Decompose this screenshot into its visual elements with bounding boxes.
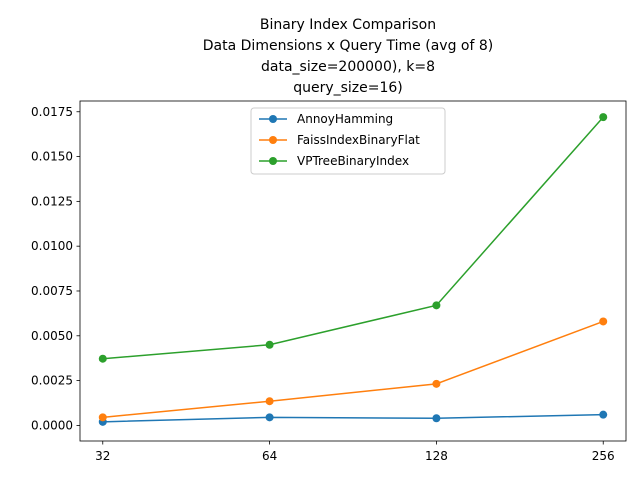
legend-marker-2	[269, 157, 277, 165]
data-point-s1-1	[265, 397, 274, 406]
y-tick-label-2: 0.0050	[31, 329, 73, 343]
y-tick-label-0: 0.0000	[31, 418, 73, 432]
data-point-s1-0	[98, 413, 107, 422]
data-point-s0-1	[265, 413, 274, 422]
data-point-s0-3	[599, 410, 608, 419]
legend-label-1: FaissIndexBinaryFlat	[297, 133, 420, 147]
legend-marker-0	[269, 115, 277, 123]
title-line-3: data_size=200000), k=8	[261, 59, 435, 75]
title-line-4: query_size=16)	[293, 80, 403, 96]
y-tick-label-1: 0.0025	[31, 374, 73, 388]
legend-label-0: AnnoyHamming	[297, 112, 393, 126]
plot-area: 0.0000 0.0025 0.0050 0.0075 0.0100 0.0125 0.01…	[31, 100, 627, 463]
x-tick-label-3: 256	[592, 449, 615, 463]
axes-frame	[79, 100, 627, 442]
data-point-s2-1	[265, 340, 274, 349]
y-tick-label-4: 0.0100	[31, 239, 73, 253]
series-line-2	[102, 116, 604, 360]
series-line-0	[102, 413, 604, 423]
data-point-s2-0	[98, 354, 107, 363]
data-point-s0-2	[432, 414, 441, 423]
y-tick-label-3: 0.0075	[31, 284, 73, 298]
legend-marker-1	[269, 136, 277, 144]
series-line-1	[102, 320, 604, 419]
y-tick-label-6: 0.0150	[31, 150, 73, 164]
x-tick-label-1: 64	[262, 449, 277, 463]
x-tick-label-2: 128	[425, 449, 448, 463]
data-point-s1-2	[432, 379, 441, 388]
x-tick-label-0: 32	[95, 449, 110, 463]
legend-label-2: VPTreeBinaryIndex	[297, 154, 409, 168]
chart-title: Binary Index Comparison Data Dimensions …	[203, 17, 493, 96]
data-point-s2-2	[432, 301, 441, 310]
data-point-s1-3	[599, 317, 608, 326]
y-tick-label-7: 0.0175	[31, 105, 73, 119]
legend-box	[250, 107, 446, 175]
y-tick-label-5: 0.0125	[31, 194, 73, 208]
data-point-s2-3	[599, 113, 608, 122]
title-line-1: Binary Index Comparison	[260, 17, 436, 33]
title-line-2: Data Dimensions x Query Time (avg of 8)	[203, 38, 493, 54]
